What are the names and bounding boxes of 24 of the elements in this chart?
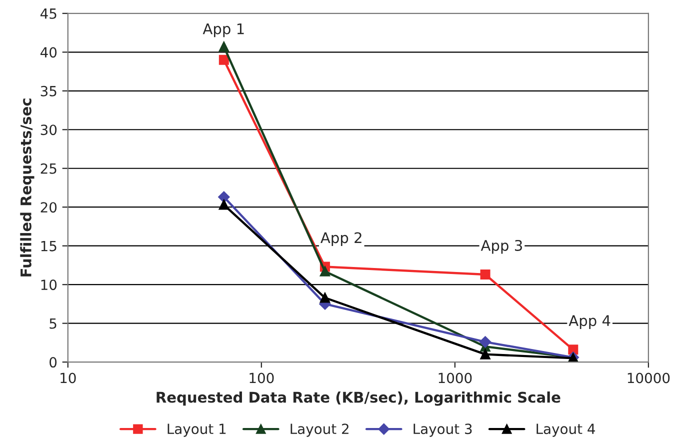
y-tick-label: 10 [41,280,57,290]
y-tick-label: 5 [50,318,56,329]
x-axis-title: Requested Data Rate (KB/sec), Logarithmic Scale [156,391,560,406]
x-tick-label: 100 [250,372,274,384]
annotation: App 1 [202,23,244,38]
y-tick-label: 40 [40,47,57,58]
x-tick-label: 10 [60,372,76,384]
y-tick-label: 0 [50,357,57,368]
y-tick-label: 30 [40,124,57,136]
legend-label: Layout 4 [536,424,595,437]
x-tick-label: 10000 [628,372,670,384]
y-tick-label: 25 [40,163,56,174]
y-tick-label: 45 [40,8,56,19]
y-tick-label: 20 [40,202,57,213]
y-tick-label: 15 [41,241,56,252]
legend-label: Layout 3 [414,424,472,437]
annotation: App 2 [320,232,362,246]
annotation: App 4 [568,315,610,329]
legend-label: Layout 2 [290,424,348,437]
annotation: App 3 [480,240,522,254]
x-tick-label: 1000 [438,372,472,384]
y-tick-label: 35 [40,86,56,96]
legend-label: Layout 1 [168,424,226,437]
y-axis-title: Fulfilled Requests/sec [20,98,34,276]
